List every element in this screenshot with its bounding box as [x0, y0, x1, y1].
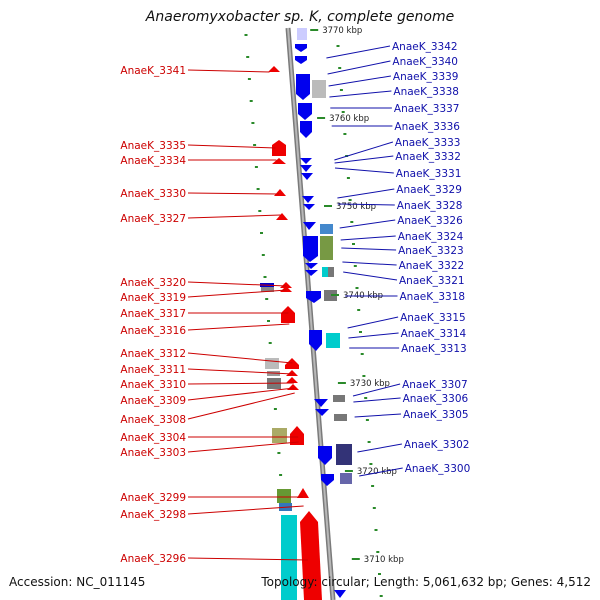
- gene-3336[interactable]: [300, 121, 312, 138]
- gene-label[interactable]: AnaeK_3306: [403, 393, 469, 405]
- gene-label[interactable]: AnaeK_3298: [120, 509, 186, 521]
- gene-label[interactable]: AnaeK_3326: [397, 215, 463, 227]
- gene-3334[interactable]: [272, 158, 286, 164]
- gene-label[interactable]: AnaeK_3331: [396, 168, 462, 180]
- gene-label[interactable]: AnaeK_3317: [120, 308, 186, 320]
- gene-label[interactable]: AnaeK_3318: [400, 291, 466, 303]
- gene-label[interactable]: AnaeK_3309: [120, 395, 186, 407]
- gene-3296[interactable]: [281, 515, 297, 600]
- left-gene-labels: AnaeK_3341 AnaeK_3335 AnaeK_3334 AnaeK_3330…: [120, 65, 308, 565]
- plus-strand-genes: [260, 66, 322, 600]
- gene-3341[interactable]: [268, 66, 280, 72]
- gene-label[interactable]: AnaeK_3333: [395, 137, 461, 149]
- gene-label[interactable]: AnaeK_3340: [392, 56, 458, 68]
- gene-3305[interactable]: [334, 414, 347, 421]
- gene-3319[interactable]: [261, 287, 274, 292]
- gene-3324[interactable]: [303, 236, 318, 262]
- gene-label[interactable]: AnaeK_3336: [394, 121, 460, 133]
- gene-label[interactable]: AnaeK_3337: [394, 103, 460, 115]
- gene-3322[interactable]: [305, 263, 318, 269]
- topology-text: Topology: circular; Length: 5,061,632 bp…: [261, 575, 591, 589]
- gene-label[interactable]: AnaeK_3313: [401, 343, 467, 355]
- gene-3340[interactable]: [296, 74, 310, 100]
- gene-label[interactable]: AnaeK_3323: [398, 245, 464, 257]
- gene-3330[interactable]: [274, 189, 286, 196]
- gene-3321[interactable]: [322, 267, 328, 277]
- gene-label[interactable]: AnaeK_3311: [120, 364, 186, 376]
- map-title: Anaeromyxobacter sp. K, complete genome: [145, 9, 455, 25]
- kbp-label: 3770 kbp: [322, 26, 362, 36]
- gene-label[interactable]: AnaeK_3338: [393, 86, 459, 98]
- gene-3297[interactable]: [297, 488, 309, 498]
- gene-label[interactable]: AnaeK_3332: [395, 151, 461, 163]
- gene-label[interactable]: AnaeK_3308: [120, 414, 186, 426]
- accession-text: Accession: NC_011145: [9, 575, 146, 589]
- gene-3329[interactable]: [302, 196, 314, 203]
- kbp-label: 3760 kbp: [329, 114, 369, 124]
- gene-3299[interactable]: [277, 489, 291, 503]
- gene-label[interactable]: AnaeK_3321: [399, 275, 465, 287]
- gene-label[interactable]: AnaeK_3339: [393, 71, 459, 83]
- gene-3323[interactable]: [320, 236, 333, 260]
- gene-label[interactable]: AnaeK_3312: [120, 348, 186, 360]
- kbp-label: 3710 kbp: [364, 555, 404, 565]
- kbp-label: 3730 kbp: [350, 379, 390, 389]
- gene-label[interactable]: AnaeK_3328: [397, 200, 463, 212]
- gene-3302[interactable]: [318, 446, 332, 465]
- gene-label[interactable]: AnaeK_3303: [120, 447, 186, 459]
- gene-label[interactable]: AnaeK_3342: [392, 41, 458, 53]
- gene-label[interactable]: AnaeK_3330: [120, 188, 186, 200]
- gene-3318p[interactable]: [280, 282, 292, 288]
- gene-3295[interactable]: [300, 511, 322, 600]
- gene-label[interactable]: AnaeK_3327: [120, 213, 186, 225]
- gene-3315[interactable]: [309, 330, 322, 351]
- gene-label[interactable]: AnaeK_3305: [403, 409, 469, 421]
- gene-label[interactable]: AnaeK_3304: [120, 432, 186, 444]
- gene-label[interactable]: AnaeK_3334: [120, 155, 186, 167]
- gene-label[interactable]: AnaeK_3296: [120, 553, 186, 565]
- gene-3328[interactable]: [303, 204, 315, 210]
- gene-label[interactable]: AnaeK_3341: [120, 65, 186, 77]
- gene-label[interactable]: AnaeK_3299: [120, 492, 186, 504]
- gene-label[interactable]: AnaeK_3320: [120, 277, 186, 289]
- gene-3307[interactable]: [333, 395, 345, 402]
- gene-label[interactable]: AnaeK_3314: [401, 328, 467, 340]
- gene-3304[interactable]: [272, 428, 287, 443]
- gene-3300[interactable]: [321, 474, 334, 486]
- gene-3331[interactable]: [301, 173, 313, 180]
- genome-backbone: [285, 27, 336, 600]
- gene-3303[interactable]: [290, 426, 304, 445]
- gene-label[interactable]: AnaeK_3329: [396, 184, 462, 196]
- gene-3317[interactable]: [281, 306, 295, 323]
- right-gene-labels: AnaeK_3342 AnaeK_3340 AnaeK_3339 AnaeK_3338…: [326, 41, 471, 477]
- kbp-label: 3750 kbp: [336, 202, 376, 212]
- gene-label[interactable]: AnaeK_3322: [399, 260, 465, 272]
- gene-label[interactable]: AnaeK_3335: [120, 140, 186, 152]
- gene-3337[interactable]: [298, 103, 312, 120]
- gene-3306[interactable]: [314, 399, 328, 407]
- gene-3327[interactable]: [276, 213, 288, 220]
- gene-label[interactable]: AnaeK_3307: [402, 379, 468, 391]
- gene-label[interactable]: AnaeK_3324: [398, 231, 464, 243]
- minus-strand-genes: [295, 28, 352, 598]
- gene-label[interactable]: AnaeK_3300: [405, 463, 471, 475]
- kbp-label: 3720 kbp: [357, 467, 397, 477]
- gene-label[interactable]: AnaeK_3310: [120, 379, 186, 391]
- gene-3335[interactable]: [272, 140, 286, 156]
- gene-label[interactable]: AnaeK_3316: [120, 325, 186, 337]
- gene-3332[interactable]: [300, 165, 312, 172]
- gene-label[interactable]: AnaeK_3315: [400, 312, 466, 324]
- gene-3314[interactable]: [326, 333, 340, 348]
- gene-3312[interactable]: [265, 358, 279, 369]
- gene-label[interactable]: AnaeK_3302: [404, 439, 470, 451]
- gene-3326[interactable]: [303, 222, 316, 230]
- gene-3318[interactable]: [306, 291, 321, 303]
- gene-label[interactable]: AnaeK_3319: [120, 292, 186, 304]
- gene-3333[interactable]: [300, 158, 312, 164]
- gene-3339[interactable]: [312, 80, 326, 98]
